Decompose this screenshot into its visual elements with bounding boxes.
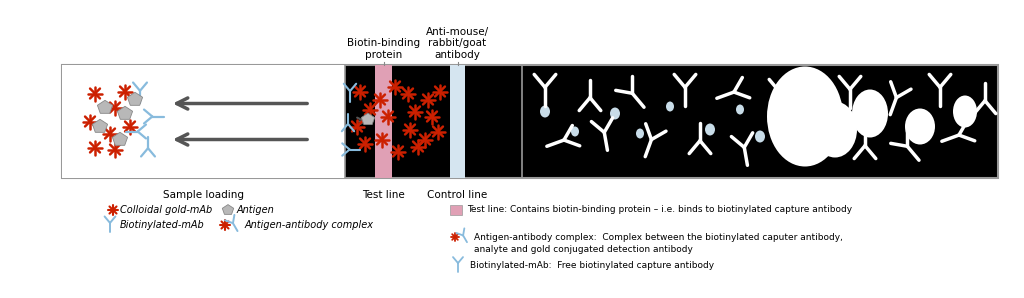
Polygon shape <box>361 113 375 125</box>
Bar <box>450 65 465 178</box>
Polygon shape <box>97 100 113 113</box>
Polygon shape <box>118 106 133 119</box>
Polygon shape <box>92 119 108 132</box>
Bar <box>450 205 462 215</box>
Text: Control line: Control line <box>427 190 487 200</box>
Text: analyte and gold conjugated detection antibody: analyte and gold conjugated detection an… <box>474 244 693 254</box>
Ellipse shape <box>767 66 843 167</box>
Text: Colloidal gold-mAb: Colloidal gold-mAb <box>120 205 212 215</box>
Text: Antigen: Antigen <box>237 205 274 215</box>
Ellipse shape <box>705 123 715 136</box>
Ellipse shape <box>953 95 977 128</box>
Bar <box>375 65 392 178</box>
Ellipse shape <box>905 108 935 145</box>
Ellipse shape <box>813 102 857 158</box>
Ellipse shape <box>755 131 765 142</box>
Bar <box>62 65 998 178</box>
Text: Antigen-antibody complex:  Complex between the biotinylated caputer antibody,: Antigen-antibody complex: Complex betwee… <box>474 232 843 241</box>
Ellipse shape <box>540 105 550 117</box>
Text: Test line: Contains biotin-binding protein – i.e. binds to biotinylated capture : Test line: Contains biotin-binding prote… <box>467 206 852 215</box>
Text: Biotin-binding
protein: Biotin-binding protein <box>347 38 420 60</box>
Text: Anti-mouse/
rabbit/goat
antibody: Anti-mouse/ rabbit/goat antibody <box>426 27 489 60</box>
Polygon shape <box>113 132 128 145</box>
Polygon shape <box>222 205 233 214</box>
Text: Biotinylated-mAb: Biotinylated-mAb <box>120 220 205 230</box>
Ellipse shape <box>666 102 674 111</box>
Text: Antigen-antibody complex: Antigen-antibody complex <box>245 220 374 230</box>
Ellipse shape <box>610 108 620 119</box>
Text: Biotinylated-mAb:  Free biotinylated capture antibody: Biotinylated-mAb: Free biotinylated capt… <box>470 260 714 269</box>
Bar <box>62 65 345 178</box>
Ellipse shape <box>736 105 744 114</box>
Text: Test line: Test line <box>362 190 404 200</box>
Polygon shape <box>127 92 142 105</box>
Ellipse shape <box>571 126 579 136</box>
Ellipse shape <box>852 89 888 137</box>
Ellipse shape <box>636 128 644 139</box>
Text: Sample loading: Sample loading <box>163 190 244 200</box>
